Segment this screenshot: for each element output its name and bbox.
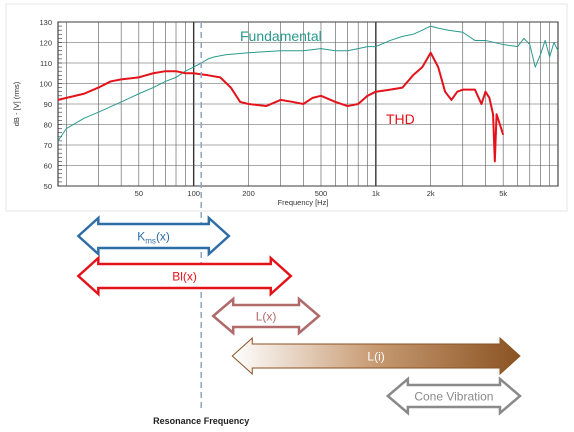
y-tick-label: 90 [44,100,52,109]
y-axis: 50 60 70 80 90 100 110 120 130 [39,18,62,191]
x-axis-label: Frequency [Hz] [278,198,329,207]
x-tick-label: 500 [315,189,328,198]
x-tick-label: 2k [427,189,435,198]
y-tick-label: 130 [39,18,52,27]
x-tick-label: 5k [499,189,507,198]
mechanism-range-arrows: Kms(x)Bl(x)L(x)L(i)Cone Vibration [76,215,522,416]
y-tick-label: 70 [44,141,52,150]
x-tick-label: 200 [242,189,255,198]
range-label-l-x: L(x) [256,310,277,324]
range-arrow-l-x [211,296,321,336]
x-tick-label: 50 [135,189,143,198]
y-axis-label: dB - [V] (rms) [12,81,21,126]
range-arrow-k [76,215,231,257]
series-line-thd [57,51,505,163]
y-tick-label: 60 [44,162,52,171]
y-tick-label: 120 [39,39,52,48]
resonance-frequency-label: Resonance Frequency [153,416,249,426]
x-axis: 50 100 200 500 1k 2k 5k [135,189,508,198]
range-arrow-cone-vibration [385,376,522,416]
y-tick-label: 50 [44,182,52,191]
range-label-cone-vibration: Cone Vibration [414,390,493,404]
series-layer [57,25,559,163]
range-label-l-i: L(i) [367,350,384,364]
y-tick-label: 110 [40,59,52,68]
x-tick-label: 1k [372,189,380,198]
y-tick-label: 100 [39,80,52,89]
grid-lines [58,21,558,187]
series-line-fundamental [57,25,559,142]
range-label-bl-x: Bl(x) [172,270,197,284]
range-arrow-l-i [231,336,521,376]
range-arrow-bl-x [76,255,293,297]
x-tick-label: 100 [187,189,200,198]
series-label-thd: THD [386,111,415,127]
y-tick-label: 80 [44,121,52,130]
series-label-fundamental: Fundamental [240,28,322,44]
